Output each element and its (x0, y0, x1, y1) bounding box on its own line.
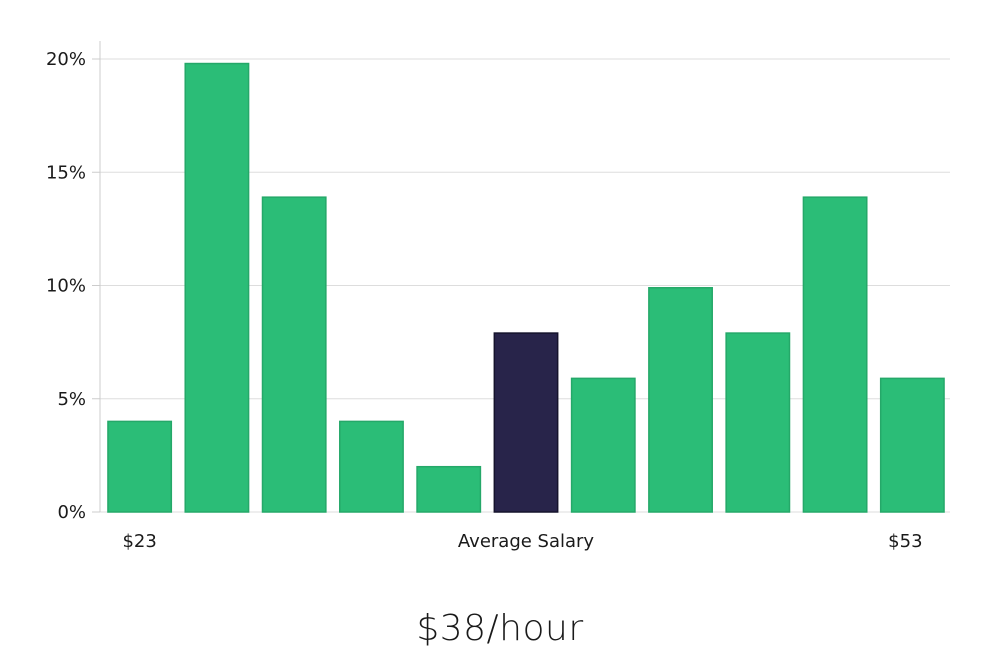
bar (261, 196, 327, 513)
bar (879, 377, 945, 513)
bar (184, 62, 250, 513)
bar (107, 420, 173, 513)
x-max-label: $53 (888, 531, 922, 552)
y-tick-label: 10% (46, 276, 86, 297)
bar (648, 287, 713, 513)
bar (339, 420, 404, 513)
bar (802, 196, 868, 513)
bar (416, 465, 482, 513)
y-tick-label: 5% (57, 389, 86, 410)
bar-highlighted (493, 332, 559, 513)
x-center-label: Average Salary (458, 531, 595, 552)
salary-distribution-chart: 0% 5% 10% 15% 20% $23 Average Salary $53 (46, 41, 950, 552)
x-min-label: $23 (122, 531, 156, 552)
y-tick-label: 20% (46, 49, 86, 70)
average-salary-value: $38/hour (416, 608, 584, 649)
y-tick-label: 15% (46, 162, 86, 183)
bar (570, 377, 636, 513)
y-tick-label: 0% (57, 502, 86, 523)
bar (725, 332, 791, 513)
